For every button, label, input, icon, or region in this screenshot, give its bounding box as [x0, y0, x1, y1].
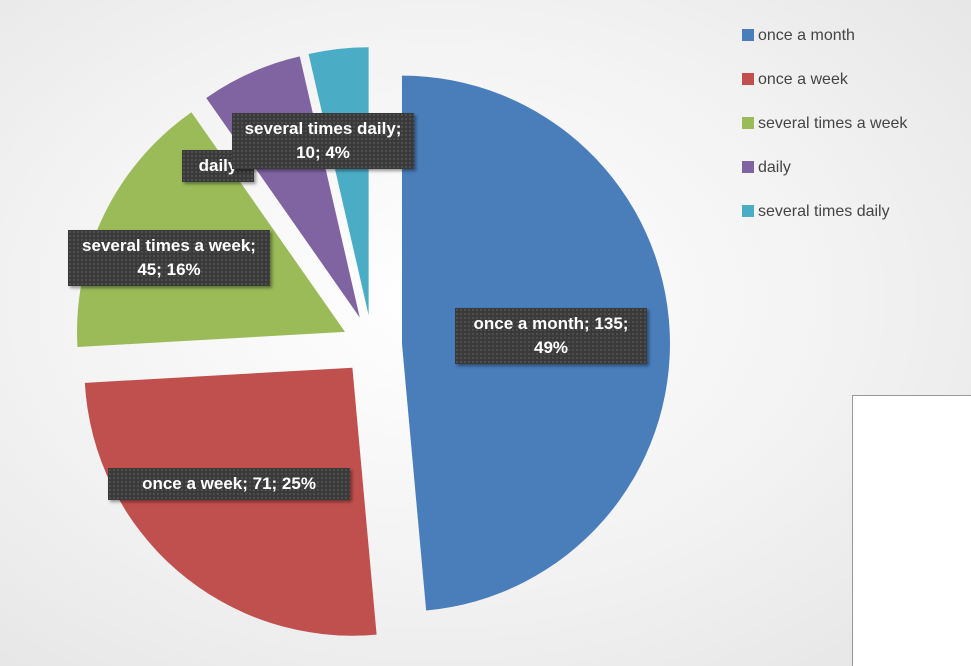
blank-panel: [852, 395, 971, 666]
data-label: several times daily; 10; 4%: [232, 113, 414, 169]
data-label: once a week; 71; 25%: [108, 468, 350, 500]
legend-label: once a week: [758, 71, 848, 88]
legend-entry: once a month: [742, 26, 855, 46]
data-label: once a month; 135; 49%: [455, 308, 647, 364]
data-label: several times a week; 45; 16%: [68, 230, 270, 286]
pie-slice: [84, 367, 377, 636]
legend-swatch: [742, 73, 754, 85]
legend-swatch: [742, 161, 754, 173]
legend-entry: once a week: [742, 70, 848, 90]
pie-slice: [77, 112, 346, 348]
legend-entry: several times daily: [742, 202, 890, 222]
legend-label: several times daily: [758, 203, 890, 220]
legend-label: daily: [758, 159, 791, 176]
legend-label: once a month: [758, 27, 855, 44]
legend-entry: daily: [742, 158, 791, 178]
legend-swatch: [742, 205, 754, 217]
legend-swatch: [742, 117, 754, 129]
legend-swatch: [742, 29, 754, 41]
legend-label: several times a week: [758, 115, 908, 132]
legend-entry: several times a week: [742, 114, 907, 134]
